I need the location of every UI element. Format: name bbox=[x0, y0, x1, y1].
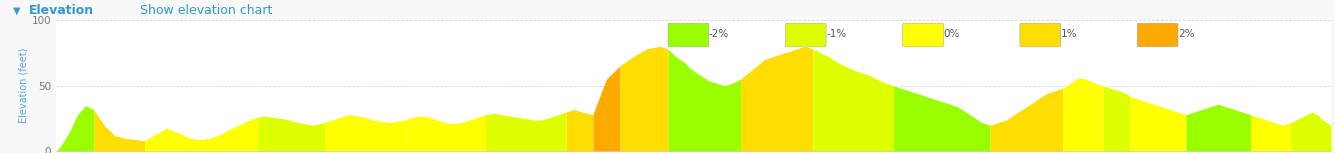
FancyBboxPatch shape bbox=[1020, 23, 1061, 47]
FancyBboxPatch shape bbox=[902, 23, 944, 47]
Y-axis label: Elevation (feet): Elevation (feet) bbox=[19, 48, 29, 123]
Text: -1%: -1% bbox=[826, 29, 846, 39]
Text: Show elevation chart: Show elevation chart bbox=[140, 4, 272, 17]
Text: -2%: -2% bbox=[709, 29, 729, 39]
FancyBboxPatch shape bbox=[1137, 23, 1177, 47]
FancyBboxPatch shape bbox=[785, 23, 826, 47]
Text: 0%: 0% bbox=[944, 29, 960, 39]
Text: ▼: ▼ bbox=[13, 6, 21, 16]
Text: 1%: 1% bbox=[1061, 29, 1077, 39]
Text: Elevation: Elevation bbox=[29, 4, 95, 17]
Text: 2%: 2% bbox=[1177, 29, 1195, 39]
FancyBboxPatch shape bbox=[668, 23, 709, 47]
